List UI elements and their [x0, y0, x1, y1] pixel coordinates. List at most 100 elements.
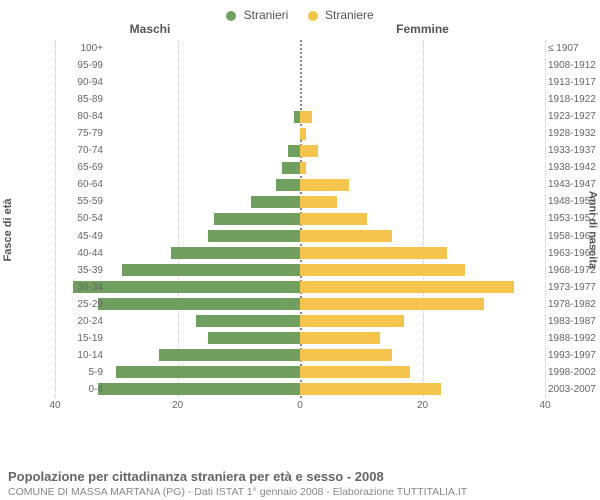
pyramid-row: [55, 296, 545, 313]
birth-year-label: 1913-1917: [548, 74, 600, 91]
female-bar: [300, 247, 447, 259]
female-bar: [300, 145, 318, 157]
birth-year-label: 1988-1992: [548, 330, 600, 347]
birth-year-label: 1928-1932: [548, 125, 600, 142]
age-label: 70-74: [53, 142, 103, 159]
female-bar: [300, 349, 392, 361]
birth-year-label: 1953-1957: [548, 210, 600, 227]
pyramid-row: [55, 74, 545, 91]
birth-year-label: ≤ 1907: [548, 40, 600, 57]
female-bar: [300, 281, 514, 293]
legend-male-label: Stranieri: [244, 8, 289, 22]
pyramid-row: [55, 57, 545, 74]
header-maschi: Maschi: [0, 22, 300, 36]
chart-title: Popolazione per cittadinanza straniera p…: [8, 469, 592, 484]
pyramid-row: [55, 125, 545, 142]
age-label: 10-14: [53, 347, 103, 364]
age-label: 45-49: [53, 228, 103, 245]
age-label: 25-29: [53, 296, 103, 313]
birth-year-label: 1993-1997: [548, 347, 600, 364]
age-label: 60-64: [53, 176, 103, 193]
age-label: 85-89: [53, 91, 103, 108]
pyramid-row: [55, 193, 545, 210]
birth-year-label: 1963-1967: [548, 245, 600, 262]
female-bar: [300, 128, 306, 140]
pyramid-row: [55, 176, 545, 193]
age-label: 80-84: [53, 108, 103, 125]
x-tick-label: 20: [172, 400, 183, 411]
age-label: 5-9: [53, 364, 103, 381]
birth-year-label: 2003-2007: [548, 381, 600, 398]
male-bar: [276, 179, 301, 191]
birth-year-label: 1973-1977: [548, 279, 600, 296]
birth-year-label: 1938-1942: [548, 159, 600, 176]
male-bar: [116, 366, 300, 378]
birth-year-label: 1958-1962: [548, 228, 600, 245]
male-bar: [73, 281, 300, 293]
birth-year-label: 1948-1952: [548, 193, 600, 210]
pyramid-row: [55, 142, 545, 159]
pyramid-row: [55, 159, 545, 176]
chart-container: Stranieri Straniere Maschi Femmine Fasce…: [0, 0, 600, 500]
legend-female-label: Straniere: [325, 8, 374, 22]
female-bar: [300, 315, 404, 327]
x-tick-label: 0: [297, 400, 303, 411]
pyramid-row: [55, 313, 545, 330]
x-tick-label: 40: [539, 400, 550, 411]
birth-year-label: 1933-1937: [548, 142, 600, 159]
birth-year-label: 1908-1912: [548, 57, 600, 74]
legend: Stranieri Straniere: [0, 0, 600, 22]
pyramid-row: [55, 347, 545, 364]
header-femmine: Femmine: [300, 22, 545, 36]
birth-year-label: 1978-1982: [548, 296, 600, 313]
female-bar: [300, 196, 337, 208]
y-axis-title-left: Fasce di età: [2, 199, 14, 262]
age-label: 35-39: [53, 262, 103, 279]
footer: Popolazione per cittadinanza straniera p…: [8, 469, 592, 498]
pyramid-row: [55, 279, 545, 296]
swatch-male: [226, 11, 236, 21]
grid-line: [545, 40, 546, 398]
pyramid-row: [55, 245, 545, 262]
male-bar: [288, 145, 300, 157]
female-bar: [300, 179, 349, 191]
birth-year-label: 1943-1947: [548, 176, 600, 193]
chart-area: Fasce di età Anni di nascita 402002040 1…: [0, 40, 600, 440]
chart-subtitle: COMUNE DI MASSA MARTANA (PG) - Dati ISTA…: [8, 486, 592, 498]
male-bar: [208, 332, 300, 344]
female-bar: [300, 298, 484, 310]
age-label: 15-19: [53, 330, 103, 347]
column-headers: Maschi Femmine: [0, 22, 600, 40]
male-bar: [282, 162, 300, 174]
male-bar: [208, 230, 300, 242]
age-label: 65-69: [53, 159, 103, 176]
pyramid-row: [55, 91, 545, 108]
male-bar: [171, 247, 300, 259]
birth-year-label: 1998-2002: [548, 364, 600, 381]
female-bar: [300, 366, 410, 378]
male-bar: [98, 298, 300, 310]
female-bar: [300, 332, 380, 344]
age-label: 20-24: [53, 313, 103, 330]
pyramid-row: [55, 364, 545, 381]
female-bar: [300, 213, 367, 225]
legend-male: Stranieri: [226, 8, 288, 22]
age-label: 100+: [53, 40, 103, 57]
age-label: 40-44: [53, 245, 103, 262]
age-label: 0-4: [53, 381, 103, 398]
pyramid-row: [55, 40, 545, 57]
x-tick-label: 20: [417, 400, 428, 411]
female-bar: [300, 111, 312, 123]
birth-year-label: 1918-1922: [548, 91, 600, 108]
female-bar: [300, 383, 441, 395]
pyramid-row: [55, 330, 545, 347]
swatch-female: [308, 11, 318, 21]
female-bar: [300, 230, 392, 242]
male-bar: [214, 213, 300, 225]
pyramid-row: [55, 210, 545, 227]
male-bar: [251, 196, 300, 208]
birth-year-label: 1923-1927: [548, 108, 600, 125]
pyramid-row: [55, 228, 545, 245]
male-bar: [196, 315, 300, 327]
male-bar: [98, 383, 300, 395]
